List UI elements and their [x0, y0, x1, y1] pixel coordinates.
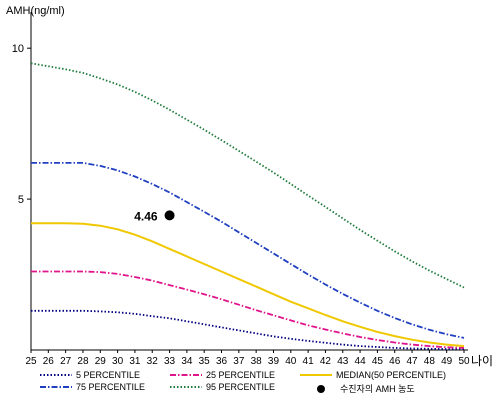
series-line-95-percentile [30, 62, 465, 289]
x-tick-label: 49 [441, 356, 453, 367]
legend-item-patient-amh: 수진자의 AMH 농도 [316, 382, 415, 395]
patient-amh-marker [164, 210, 175, 221]
x-tick-label: 30 [112, 356, 124, 367]
x-tick-label: 40 [285, 356, 297, 367]
series-line-median-50-percentile [31, 222, 465, 348]
x-tick-label: 37 [233, 356, 245, 367]
y-tick-label: 5 [18, 194, 24, 206]
x-tick-label: 43 [337, 356, 349, 367]
chart-series [30, 62, 465, 350]
chart-axes: 5 10 25 26 27 28 29 30 31 32 33 34 35 36 37 38 39 40 41 42 4… [12, 12, 470, 367]
legend-label: 75 PERCENTILE [76, 382, 146, 392]
x-tick-label: 36 [216, 356, 228, 367]
series-line-5-percentile [31, 309, 464, 350]
legend-label: 수진자의 AMH 농도 [340, 384, 415, 394]
legend-item-25-percentile: 25 PERCENTILE [170, 370, 275, 380]
x-tick-label: 45 [372, 356, 384, 367]
x-tick-label: 26 [43, 356, 55, 367]
x-tick-label: 29 [95, 356, 107, 367]
series-line-25-percentile [31, 270, 465, 349]
x-tick-label: 35 [199, 356, 211, 367]
legend-label: 5 PERCENTILE [76, 370, 141, 380]
legend-item-5-percentile: 5 PERCENTILE [40, 370, 140, 380]
x-tick-label: 47 [406, 356, 418, 367]
patient-amh-label: 4.46 [134, 209, 158, 223]
x-axis-label: 나이 [471, 354, 493, 368]
legend-label: 25 PERCENTILE [206, 370, 276, 380]
series-line-75-percentile [31, 162, 465, 339]
x-tick-label: 38 [251, 356, 263, 367]
x-tick-label: 34 [181, 356, 193, 367]
chart-legend: 5 PERCENTILE 75 PERCENTILE 25 PERCENTILE… [40, 370, 480, 398]
legend-label: 95 PERCENTILE [206, 382, 276, 392]
x-tick-label: 42 [320, 356, 332, 367]
x-tick-label: 28 [77, 356, 89, 367]
x-tick-label: 25 [25, 356, 37, 367]
y-axis-label: AMH(ng/ml) [6, 5, 65, 17]
legend-item-75-percentile: 75 PERCENTILE [40, 382, 145, 392]
x-tick-label: 44 [355, 356, 367, 367]
x-tick-label: 39 [268, 356, 280, 367]
x-tick-label: 33 [164, 356, 176, 367]
x-tick-label: 31 [129, 356, 141, 367]
x-tick-label: 50 [458, 356, 470, 367]
x-tick-label: 46 [389, 356, 401, 367]
chart-marker-group: 4.46 [134, 209, 175, 223]
y-tick-label: 10 [12, 43, 24, 55]
x-tick-label: 32 [147, 356, 159, 367]
legend-item-median: MEDIAN(50 PERCENTILE) [300, 370, 446, 380]
x-tick-label: 27 [60, 356, 72, 367]
legend-item-95-percentile: 95 PERCENTILE [170, 382, 275, 392]
x-tick-label: 41 [303, 356, 315, 367]
amh-chart: 5 10 25 26 27 28 29 30 31 32 33 34 35 36 37 38 39 40 41 42 4… [6, 5, 493, 368]
x-tick-label: 48 [424, 356, 436, 367]
legend-label: MEDIAN(50 PERCENTILE) [336, 370, 447, 380]
